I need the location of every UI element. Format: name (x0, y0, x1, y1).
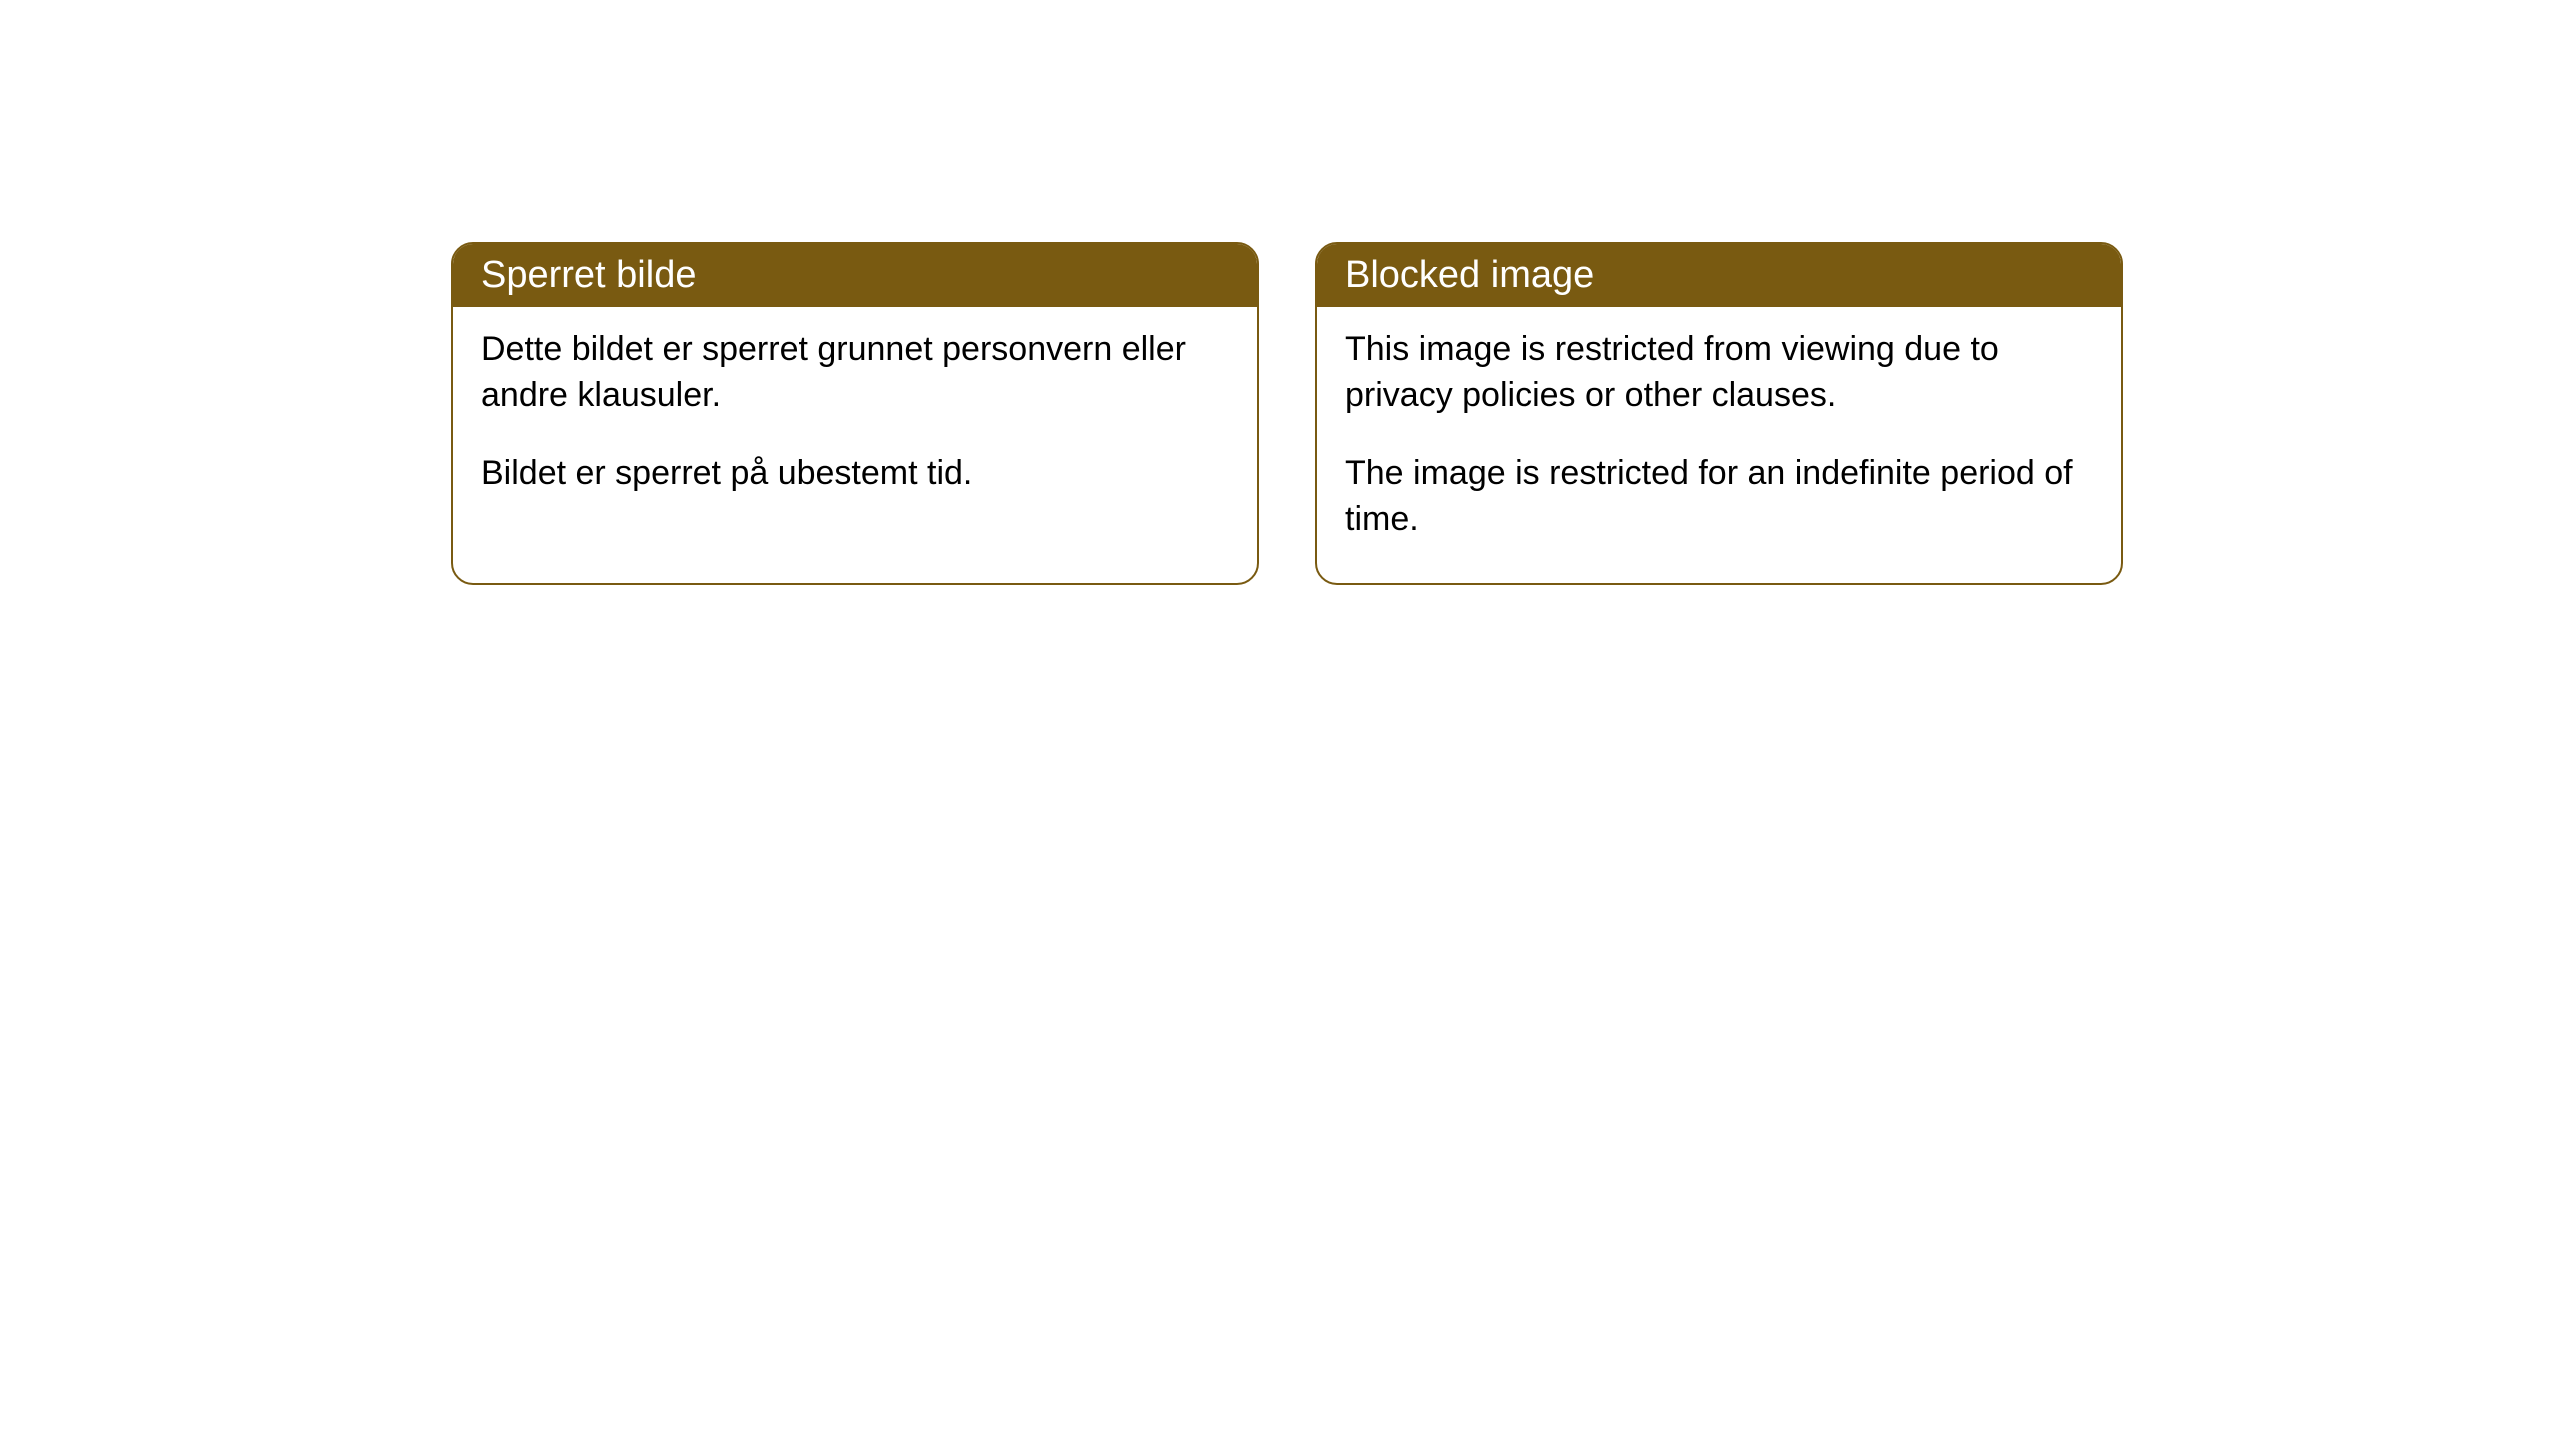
card-body: This image is restricted from viewing du… (1317, 307, 2121, 583)
card-body: Dette bildet er sperret grunnet personve… (453, 307, 1257, 537)
card-header: Blocked image (1317, 244, 2121, 307)
card-paragraph: Dette bildet er sperret grunnet personve… (481, 327, 1229, 419)
card-title: Blocked image (1345, 254, 1594, 296)
notice-card-norwegian: Sperret bilde Dette bildet er sperret gr… (451, 242, 1259, 585)
notice-cards-container: Sperret bilde Dette bildet er sperret gr… (451, 242, 2123, 585)
card-title: Sperret bilde (481, 254, 696, 296)
notice-card-english: Blocked image This image is restricted f… (1315, 242, 2123, 585)
card-paragraph: Bildet er sperret på ubestemt tid. (481, 451, 1229, 497)
card-paragraph: The image is restricted for an indefinit… (1345, 451, 2093, 543)
card-header: Sperret bilde (453, 244, 1257, 307)
card-paragraph: This image is restricted from viewing du… (1345, 327, 2093, 419)
